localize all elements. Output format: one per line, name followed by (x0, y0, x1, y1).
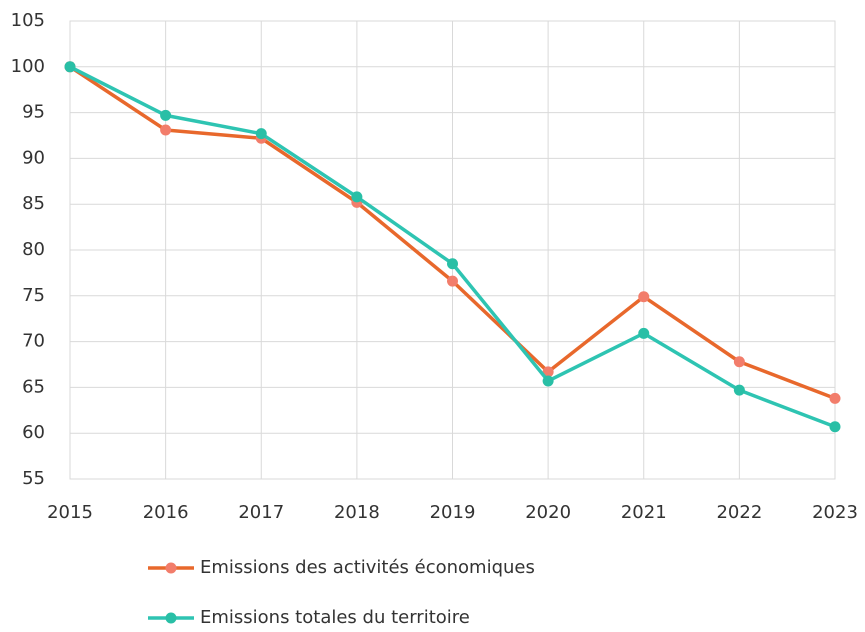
x-tick-label: 2017 (238, 502, 284, 523)
x-tick-label: 2019 (430, 502, 476, 523)
y-tick-label: 65 (22, 376, 45, 397)
data-point (255, 128, 267, 140)
data-point (447, 258, 458, 270)
x-tick-label: 2015 (47, 502, 93, 523)
data-point (160, 109, 172, 121)
x-tick-label: 2020 (525, 502, 571, 523)
data-point (638, 291, 650, 303)
y-tick-label: 100 (11, 56, 45, 77)
data-point (829, 421, 841, 433)
y-tick-label: 75 (22, 285, 45, 306)
y-tick-label: 95 (22, 102, 45, 123)
data-point (351, 191, 363, 203)
x-tick-label: 2018 (334, 502, 380, 523)
data-point (542, 375, 554, 387)
data-point (829, 392, 841, 404)
plot-border (69, 20, 836, 480)
data-point (733, 356, 745, 368)
legend-label: Emissions totales du territoire (200, 607, 470, 628)
data-point (447, 275, 458, 287)
x-tick-label: 2016 (143, 502, 189, 523)
y-tick-label: 85 (22, 193, 45, 214)
x-tick-label: 2023 (812, 502, 858, 523)
y-tick-label: 90 (22, 147, 45, 168)
y-tick-label: 105 (11, 10, 45, 31)
legend-marker (165, 612, 177, 624)
y-tick-label: 70 (22, 331, 45, 352)
data-point (64, 61, 76, 73)
y-tick-label: 60 (22, 422, 45, 443)
data-point (160, 124, 172, 136)
data-point (638, 327, 650, 339)
data-point (542, 366, 554, 378)
y-tick-label: 80 (22, 239, 45, 260)
x-tick-label: 2021 (621, 502, 667, 523)
x-tick-label: 2022 (716, 502, 762, 523)
y-tick-label: 55 (22, 468, 45, 489)
legend-label: Emissions des activités économiques (200, 557, 535, 578)
legend-marker (165, 562, 177, 574)
data-point (733, 384, 745, 396)
